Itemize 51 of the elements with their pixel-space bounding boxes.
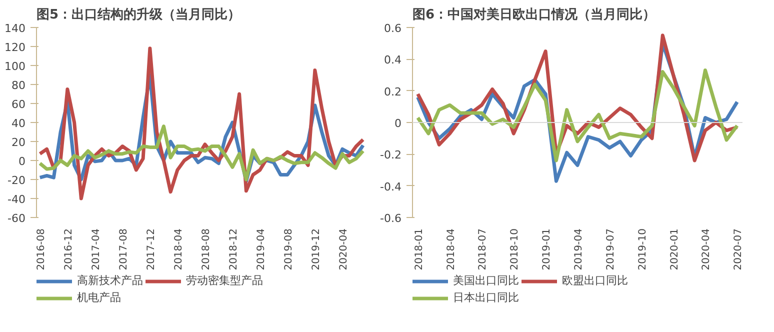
x-tick-label: 2019-10 bbox=[637, 228, 648, 270]
x-tick-label: 2019-07 bbox=[605, 228, 616, 270]
x-tick-label: 2019-04 bbox=[256, 228, 267, 270]
y-tick-label: -0.4 bbox=[380, 180, 402, 194]
x-tick-label: 2018-07 bbox=[478, 228, 489, 270]
legend-label: 机电产品 bbox=[77, 290, 121, 305]
y-tick-label: 0 bbox=[394, 117, 402, 130]
y-tick-label: 100 bbox=[4, 60, 26, 73]
x-tick-label: 2020-07 bbox=[733, 228, 744, 270]
x-tick-label: 2019-12 bbox=[310, 228, 322, 270]
y-tick-label: -40 bbox=[8, 193, 26, 206]
legend-label: 高新技术产品 bbox=[77, 273, 143, 288]
chart-title: 图6：中国对美日欧出口情况（当月同比） bbox=[412, 6, 656, 22]
x-tick-label: 2018-04 bbox=[446, 228, 457, 270]
y-tick-label: 140 bbox=[4, 22, 26, 35]
legend-label: 劳动密集型产品 bbox=[186, 273, 263, 288]
x-tick-label: 2018-04 bbox=[173, 228, 184, 270]
x-tick-label: 2017-12 bbox=[146, 228, 157, 270]
y-tick-label: 20 bbox=[12, 136, 26, 149]
x-tick-label: 2020-04 bbox=[701, 228, 712, 270]
x-tick-label: 2020-01 bbox=[669, 228, 680, 270]
y-tick-label: 0.4 bbox=[384, 54, 402, 67]
legend-label: 日本出口同比 bbox=[453, 290, 519, 305]
y-tick-label: 0.6 bbox=[384, 22, 402, 35]
y-tick-label: 0 bbox=[18, 155, 26, 168]
x-tick-label: 2019-04 bbox=[574, 228, 584, 270]
y-tick-label: -60 bbox=[8, 212, 26, 225]
x-tick-label: 2019-01 bbox=[542, 228, 553, 270]
y-tick-label: -0.6 bbox=[380, 212, 402, 225]
x-tick-label: 2018-10 bbox=[510, 228, 521, 270]
y-tick-label: -0.2 bbox=[380, 148, 402, 162]
legend-label: 欧盟出口同比 bbox=[562, 273, 628, 288]
x-tick-label: 2017-04 bbox=[90, 228, 102, 270]
x-tick-label: 2016-12 bbox=[63, 228, 74, 270]
y-tick-label: 80 bbox=[12, 79, 26, 92]
y-tick-label: 0.2 bbox=[384, 85, 402, 98]
legend-label: 美国出口同比 bbox=[453, 273, 519, 288]
x-tick-label: 2018-01 bbox=[414, 228, 425, 270]
line-series bbox=[38, 124, 365, 182]
y-tick-label: -20 bbox=[8, 174, 26, 187]
x-tick-label: 2020-04 bbox=[338, 228, 350, 270]
y-tick-label: 60 bbox=[12, 98, 26, 111]
line-series bbox=[416, 68, 739, 162]
x-tick-label: 2016-08 bbox=[36, 228, 47, 270]
x-tick-label: 2018-12 bbox=[228, 228, 240, 270]
x-tick-label: 2019-08 bbox=[283, 228, 294, 270]
chart-title: 图5：出口结构的升级（当月同比） bbox=[36, 6, 241, 22]
y-tick-label: 40 bbox=[12, 117, 26, 130]
x-tick-label: 2018-08 bbox=[200, 228, 212, 270]
y-tick-label: 120 bbox=[4, 41, 26, 54]
x-tick-label: 2017-08 bbox=[118, 228, 130, 270]
